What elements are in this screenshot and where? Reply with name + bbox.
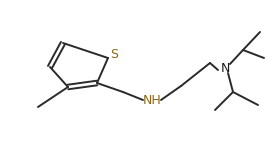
Text: N: N [220,62,230,75]
Text: NH: NH [143,93,161,106]
Text: S: S [110,48,118,62]
